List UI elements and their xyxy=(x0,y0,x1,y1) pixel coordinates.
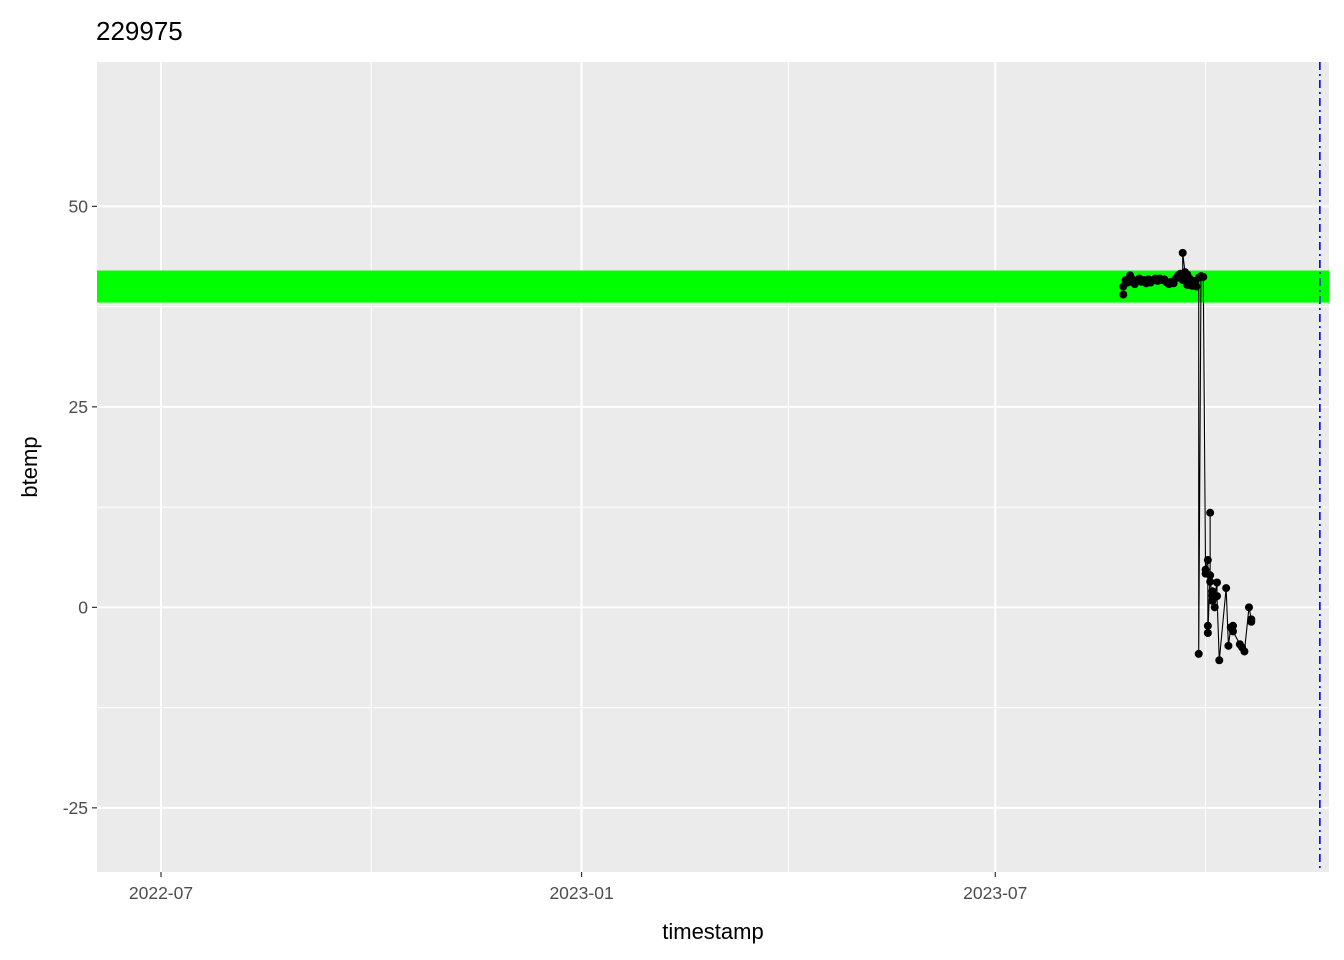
btemp-point xyxy=(1229,627,1237,636)
x-tick-label: 2023-01 xyxy=(549,883,613,903)
btemp-point xyxy=(1203,621,1212,630)
y-tick-label: -25 xyxy=(63,798,88,818)
btemp-point xyxy=(1119,290,1128,299)
btemp-point xyxy=(1229,621,1237,630)
y-axis: -25 0 25 50 xyxy=(63,196,97,818)
y-tick-label: 0 xyxy=(78,597,88,617)
minor-gridlines xyxy=(97,62,1329,872)
btemp-point xyxy=(1201,565,1210,574)
btemp-point xyxy=(1194,649,1203,658)
btemp-point xyxy=(1192,282,1201,291)
x-tick-label: 2022-07 xyxy=(129,883,193,903)
major-gridlines xyxy=(97,62,1329,872)
btemp-point xyxy=(1224,641,1233,650)
btemp-point xyxy=(1206,571,1215,580)
btemp-point xyxy=(1203,629,1212,638)
plot-panel xyxy=(97,62,1329,872)
btemp-point xyxy=(1213,592,1221,601)
y-tick-label: 25 xyxy=(69,397,88,417)
btemp-point xyxy=(1245,603,1253,612)
btemp-point xyxy=(1215,656,1224,665)
chart-title: 229975 xyxy=(96,16,183,46)
y-axis-title: btemp xyxy=(17,436,42,497)
x-axis-title: timestamp xyxy=(662,919,763,944)
btemp-point xyxy=(1206,577,1215,586)
btemp-point xyxy=(1203,556,1212,565)
btemp-point xyxy=(1199,272,1208,281)
x-tick-label: 2023-07 xyxy=(963,883,1027,903)
btemp-point xyxy=(1247,617,1256,626)
y-tick-label: 50 xyxy=(69,196,89,216)
btemp-point xyxy=(1222,584,1231,593)
btemp-point xyxy=(1213,578,1221,587)
btemp-point xyxy=(1210,603,1219,612)
series-points xyxy=(1119,248,1256,665)
btemp-point xyxy=(1178,248,1187,257)
x-axis: 2022-07 2023-01 2023-07 xyxy=(129,872,1027,903)
btemp-point xyxy=(1206,508,1215,517)
btemp-point xyxy=(1240,647,1249,656)
